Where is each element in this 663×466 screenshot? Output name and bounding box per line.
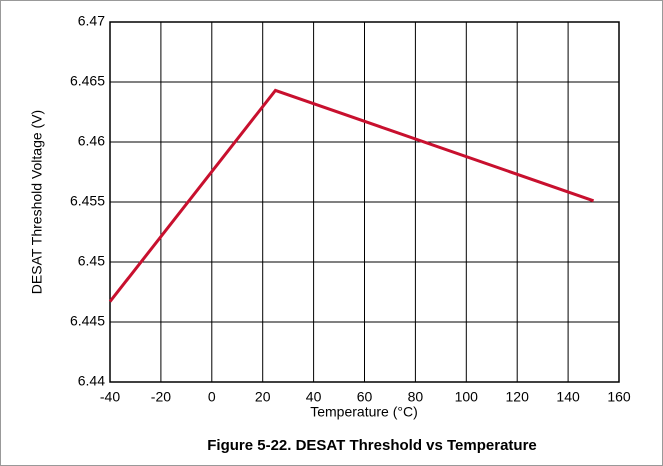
- x-tick-label: 40: [306, 389, 322, 405]
- y-tick-label: 6.465: [70, 73, 105, 89]
- x-tick-label: 80: [408, 389, 424, 405]
- x-tick-label: -20: [151, 389, 171, 405]
- line: [108, 88, 595, 303]
- x-tick-label: 20: [255, 389, 271, 405]
- x-tick-label: 120: [506, 389, 530, 405]
- y-tick-label: 6.47: [78, 13, 105, 29]
- y-tick-label: 6.45: [78, 253, 105, 269]
- x-tick-label: 140: [556, 389, 580, 405]
- y-tick-label: 6.46: [78, 133, 105, 149]
- chart-title: Figure 5-22. DESAT Threshold vs Temperat…: [207, 437, 537, 454]
- x-axis-label: Temperature (°C): [310, 404, 418, 420]
- x-tick-label: 60: [357, 389, 373, 405]
- y-tick-label: 6.445: [70, 313, 105, 329]
- x-tick-label: -40: [100, 389, 120, 405]
- plot-border: [109, 21, 620, 383]
- y-axis-label: DESAT Threshold Voltage (V): [29, 110, 45, 294]
- x-tick-label: 100: [455, 389, 479, 405]
- x-tick-label: 160: [607, 389, 631, 405]
- x-tick-label: 0: [208, 389, 216, 405]
- y-tick-label: 6.44: [78, 373, 105, 389]
- y-tick-label: 6.455: [70, 193, 105, 209]
